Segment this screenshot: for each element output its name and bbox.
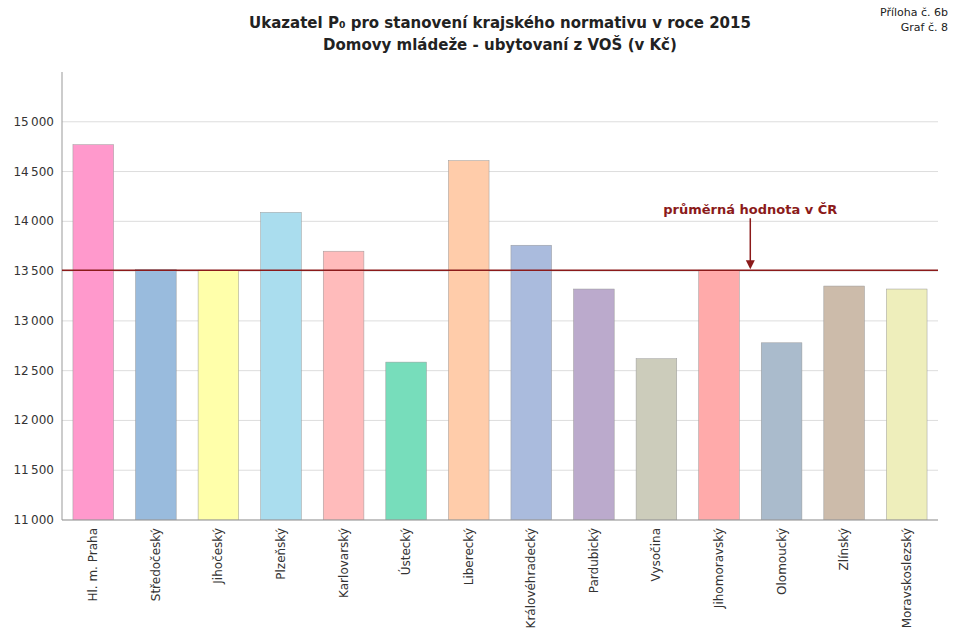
x-axis: Hl. m. Praha Středočeský Jihočeský Plzeňský… <box>62 520 938 628</box>
average-line <box>62 269 938 271</box>
annotation: průměrná hodnota v ČR <box>663 202 837 217</box>
bar <box>636 359 677 520</box>
bar <box>261 212 302 520</box>
x-tick-label: Moravskoslezský <box>900 528 914 628</box>
bar <box>761 343 802 520</box>
bars <box>73 145 927 520</box>
bar <box>386 362 427 520</box>
x-tick-label: Královéhradecký <box>524 528 538 628</box>
bar <box>73 145 114 520</box>
subtitle: Domovy mládeže - ubytovaní z VOŠ (v Kč) <box>323 35 677 54</box>
x-tick-label: Plzeňský <box>274 528 288 580</box>
grid-line <box>62 171 938 172</box>
bar <box>448 161 489 520</box>
x-tick-label: Pardubický <box>587 528 601 593</box>
x-tick-label: Středočeský <box>149 528 163 601</box>
x-tick-label: Jihomoravský <box>712 528 726 609</box>
x-tick-label: Hl. m. Praha <box>86 528 100 602</box>
y-tick-label: 15 000 <box>13 115 54 129</box>
y-tick-label: 13 000 <box>13 314 54 328</box>
x-tick-label: Vysočina <box>649 528 663 581</box>
header-text: Příloha č. 6b <box>880 6 948 19</box>
x-tick-label: Karlovarský <box>337 528 351 598</box>
x-tick-label: Olomoucký <box>775 528 789 595</box>
header-text: Graf č. 8 <box>901 21 948 34</box>
grid-line <box>62 370 938 371</box>
bar <box>323 251 364 520</box>
grid-line <box>62 271 938 272</box>
bar <box>136 269 177 520</box>
y-tick-label: 12 500 <box>13 364 54 378</box>
annotation-arrowhead <box>746 260 755 269</box>
y-tick-label: 14 000 <box>13 214 54 228</box>
grid-line <box>62 520 938 521</box>
x-tick-label: Liberecký <box>462 528 476 585</box>
annotation-arrow <box>750 218 752 261</box>
y-tick-label: 14 500 <box>13 165 54 179</box>
average-line-group <box>62 270 938 271</box>
y-tick-label: 11 500 <box>13 463 54 477</box>
bar <box>511 245 552 520</box>
grid-line <box>62 221 938 222</box>
y-tick-label: 11 000 <box>13 513 54 527</box>
y-tick-label: 13 500 <box>13 264 54 278</box>
chart: 11 000 11 500 12 000 12 500 13 000 13 500 14 0… <box>0 0 960 642</box>
grid-line <box>62 420 938 421</box>
grid-line <box>62 470 938 471</box>
bar <box>574 289 615 520</box>
y-axis-line <box>62 72 63 520</box>
bar <box>699 270 740 520</box>
grid-line <box>62 121 938 122</box>
bar <box>886 289 927 520</box>
x-tick-label: Ústecký <box>398 528 413 575</box>
x-axis-line <box>62 520 938 521</box>
grid <box>62 122 938 520</box>
bar <box>824 286 865 520</box>
y-tick-label: 12 000 <box>13 413 54 427</box>
x-tick-label: Jihočeský <box>211 528 225 585</box>
x-tick-label: Zlínský <box>837 528 851 570</box>
average: průměrná hodnota v ČR <box>62 202 938 270</box>
grid-line <box>62 320 938 321</box>
bar <box>198 270 239 520</box>
title: Ukazatel P₀ pro stanovení krajského norm… <box>249 14 751 32</box>
y-axis: 11 000 11 500 12 000 12 500 13 000 13 500 14 0… <box>13 72 62 527</box>
